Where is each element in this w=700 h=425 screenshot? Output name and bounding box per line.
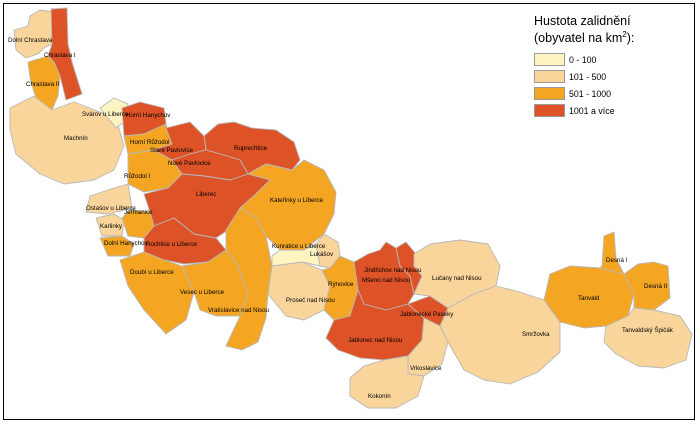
legend-row-0: 0 - 100 bbox=[534, 51, 694, 68]
label-vratislavice-nad-nisou: Vratislavice nad Nisou bbox=[208, 307, 270, 314]
label-nov-pavlovice: Nové Pavlovice bbox=[168, 160, 211, 167]
region-osta-ov-u-liberce bbox=[85, 183, 133, 215]
label-karlinky: Karlinky bbox=[100, 223, 123, 230]
label-kate-inky-u-liberce: Kateřinky u Liberce bbox=[270, 197, 324, 204]
label-tanvaldsk-pi-k: Tanvaldský Špičák bbox=[622, 327, 674, 334]
label-tanvald: Tanvald bbox=[578, 295, 600, 302]
label-liberec: Liberec bbox=[196, 191, 216, 198]
label-jind-ichov-nad-nisou: Jindřichov nad Nisou bbox=[364, 267, 422, 274]
legend-row-2: 501 - 1000 bbox=[534, 85, 694, 102]
legend-swatch-3 bbox=[534, 104, 565, 118]
population-density-map: Dolní Chrastava Chrastava I Chrastava II… bbox=[8, 7, 693, 409]
label-je-manice: Jeřmanice bbox=[124, 209, 153, 216]
label-kokon-n: Kokonín bbox=[368, 393, 391, 400]
map-frame: Dolní Chrastava Chrastava I Chrastava II… bbox=[3, 3, 695, 420]
label-horn-hanychov: Horní Hanychov bbox=[126, 112, 171, 119]
legend-title: Hustota zalidnění bbox=[534, 14, 631, 28]
legend-label-0: 0 - 100 bbox=[569, 54, 597, 65]
region-kokon-n bbox=[349, 355, 425, 409]
label-rochlice-u-liberce: Rochlice u Liberce bbox=[146, 241, 197, 248]
legend-subtitle-sup: 2 bbox=[622, 30, 627, 39]
region-doln-hanychov bbox=[99, 235, 135, 257]
label-luk-ov: Lukášov bbox=[310, 251, 334, 258]
legend-label-2: 501 - 1000 bbox=[569, 88, 612, 99]
label-desn-i: Desná I bbox=[606, 257, 628, 264]
legend-row-3: 1001 a více bbox=[534, 102, 694, 119]
label-machn-n: Machnín bbox=[64, 135, 88, 142]
label-r-novice: Rýnovice bbox=[328, 281, 354, 288]
label-ruprechtice: Ruprechtice bbox=[234, 145, 268, 152]
region-tanvaldsk-pi-k bbox=[603, 307, 693, 369]
region-smr-ovka bbox=[439, 285, 561, 385]
legend-swatch-2 bbox=[534, 87, 565, 101]
label-horn-r-odol: Horní Růžodol bbox=[130, 139, 170, 146]
region-karlinky bbox=[95, 213, 125, 237]
legend-label-1: 101 - 500 bbox=[569, 71, 607, 82]
legend-swatch-1 bbox=[534, 70, 565, 84]
region-desn-ii bbox=[623, 261, 671, 311]
legend-subtitle-suffix: ): bbox=[626, 31, 635, 46]
label-vrkoslavice: Vrkoslavice bbox=[410, 365, 442, 372]
label-jablonec-nad-nisou: Jablonec nad Nisou bbox=[348, 337, 403, 344]
label-chrastava-i: Chrastava I bbox=[44, 52, 76, 59]
label-prose-nad-nisou: Proseč nad Nisou bbox=[286, 297, 335, 304]
label-kunratice-u-liberce: Kunratice u Liberce bbox=[272, 243, 326, 250]
label-jabloneck-paseky: Jablonecké Paseky bbox=[400, 311, 454, 318]
region-doub-u-liberce bbox=[119, 251, 195, 335]
region-chrastava-ii bbox=[27, 55, 61, 111]
label-lu-any-nad-nisou: Lučany nad Nisou bbox=[432, 275, 482, 282]
region-doln-chrastava bbox=[13, 9, 55, 59]
label-desn-ii: Desná II bbox=[644, 283, 667, 290]
label-r-odol-i: Růžodol I bbox=[124, 173, 150, 180]
legend-swatch-0 bbox=[534, 53, 565, 67]
region-desn-i bbox=[599, 231, 625, 275]
label-vesec-u-liberce: Vesec u Liberce bbox=[180, 289, 225, 296]
label-osta-ov-u-liberce: Ostašov u Liberce bbox=[86, 205, 136, 212]
label-sv-rov-u-liberce: Svárov u Liberce bbox=[82, 111, 129, 118]
region-prose-nad-nisou bbox=[267, 261, 331, 321]
legend-label-3: 1001 a více bbox=[569, 105, 615, 116]
legend-subtitle: (obyvatel na km2): bbox=[534, 28, 694, 45]
label-chrastava-ii: Chrastava II bbox=[26, 81, 60, 88]
label-smr-ovka: Smržovka bbox=[522, 331, 550, 338]
region-machn-n bbox=[9, 95, 125, 185]
label-m-eno-nad-nisou: Mšeno nad Nisou bbox=[362, 277, 411, 284]
region-chrastava-i bbox=[47, 7, 83, 101]
region-kate-inky-u-liberce bbox=[239, 159, 337, 251]
label-star-pavlovice: Staré Pavlovice bbox=[150, 147, 194, 154]
label-doub-u-liberce: Doubí u Liberce bbox=[130, 269, 174, 276]
legend-subtitle-prefix: (obyvatel na km bbox=[534, 31, 623, 46]
legend-row-1: 101 - 500 bbox=[534, 68, 694, 85]
label-doln-hanychov: Dolní Hanychov bbox=[104, 240, 149, 247]
label-doln-chrastava: Dolní Chrastava bbox=[8, 37, 53, 44]
legend: Hustota zalidnění (obyvatel na km2): 0 -… bbox=[534, 14, 694, 119]
